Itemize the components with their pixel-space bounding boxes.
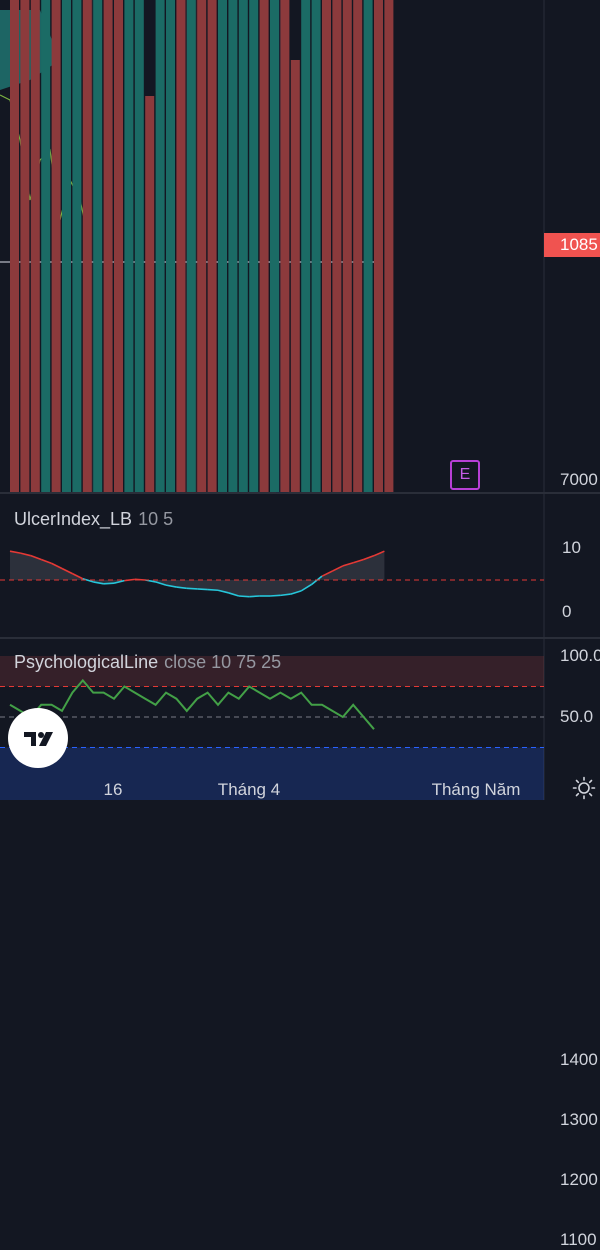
tradingview-logo-icon[interactable] (8, 708, 68, 768)
volume-bar (155, 0, 165, 492)
ulcer-line-segment (93, 581, 104, 585)
volume-bar (62, 0, 71, 492)
volume-bar (176, 0, 186, 492)
volume-bar (363, 0, 373, 492)
volume-bar (93, 0, 103, 492)
volume-bar (228, 0, 238, 492)
x-axis-label: Tháng 4 (217, 780, 281, 799)
volume-bar (10, 0, 19, 492)
volume-bar (280, 0, 290, 492)
volume-bar (82, 0, 92, 492)
x-axis-label: Tháng Năm (431, 780, 521, 799)
settings-sun-icon[interactable] (572, 776, 596, 800)
volume-bar (145, 96, 155, 492)
volume-bar (374, 0, 383, 492)
volume-bar (20, 0, 30, 492)
ulcer-line-segment (9, 550, 21, 554)
psl-line (9, 678, 375, 730)
ulcer-line-segment (113, 579, 125, 584)
volume-tick-label: 7000 (560, 470, 598, 489)
ulcer-line-segment (300, 583, 313, 592)
ulcer-line-segment (373, 550, 385, 557)
psychological-line-name: PsychologicalLine (14, 652, 159, 672)
ulcer-index-label[interactable]: UlcerIndex_LB 10 5 (14, 509, 173, 530)
volume-bar (134, 0, 144, 492)
volume-bar (270, 0, 279, 492)
volume-bar (332, 0, 342, 492)
ichimoku-cloud-top (0, 10, 60, 90)
ulcer-area (10, 551, 385, 597)
volume-bar (114, 0, 123, 492)
ulcer-line-segment (186, 587, 198, 590)
volume-bar (353, 0, 363, 492)
last-price-badge: 1085 (544, 233, 600, 257)
volume-bar (342, 0, 352, 492)
volume-bar (290, 60, 300, 492)
volume-bar (30, 0, 40, 492)
volume-bar (301, 0, 311, 492)
volume-bar (197, 0, 207, 492)
ulcer-line-segment (352, 558, 364, 564)
volume-bar (41, 0, 51, 492)
ulcer-line-segment (363, 554, 375, 561)
ulcer-line-segment (165, 584, 177, 588)
ulcer-line-segment (61, 567, 73, 575)
price-tick-label: 1400 (560, 1050, 598, 1069)
ulcer-index-name: UlcerIndex_LB (14, 509, 133, 529)
ulcer-line-segment (332, 565, 344, 572)
volume-bar (103, 0, 113, 492)
price-tick-label: 1100 (560, 1230, 597, 1249)
volume-bar (207, 0, 217, 492)
ulcer-line-segment (176, 586, 187, 590)
volume-bar (72, 0, 82, 492)
ulcer-index-params: 10 5 (138, 509, 174, 529)
earnings-marker[interactable]: E (450, 460, 480, 490)
ulcer-line-segment (207, 588, 219, 592)
psychological-line-label[interactable]: PsychologicalLine close 10 75 25 (14, 652, 281, 673)
volume-bar (322, 0, 331, 492)
ulcer-tick-label: 0 (562, 602, 572, 621)
psl-tick-label: 100.0 (560, 646, 600, 665)
psychological-line-params: close 10 75 25 (164, 652, 282, 672)
price-tick-label: 1300 (560, 1110, 598, 1129)
volume-bar (238, 0, 248, 492)
volume-bar (51, 0, 61, 492)
ulcer-line-segment (20, 552, 31, 557)
volume-bar (384, 0, 394, 492)
ulcer-line-segment (269, 594, 281, 597)
ulcer-line-segment (238, 595, 250, 598)
volume-bar (166, 0, 175, 492)
volume-bar (259, 0, 269, 492)
volume-bar (186, 0, 196, 492)
psl-upper-zone (0, 656, 544, 687)
ulcer-line-segment (342, 561, 354, 567)
ulcer-line-segment (280, 593, 291, 597)
ulcer-line-segment (30, 554, 42, 561)
ulcer-line-segment (249, 595, 260, 598)
ulcer-line-segment (72, 572, 84, 580)
ulcer-line-segment (40, 558, 52, 565)
ulcer-line-segment (228, 592, 240, 597)
x-axis-label: 16 (103, 780, 123, 799)
volume-bar (249, 0, 259, 492)
ulcer-line-segment (217, 589, 229, 594)
volume-bar (218, 0, 227, 492)
ulcer-line-segment (197, 588, 208, 591)
volume-bar (124, 0, 134, 492)
ulcer-line-segment (103, 582, 115, 585)
ulcer-line-segment (290, 590, 302, 595)
ulcer-line-segment (321, 570, 333, 577)
ulcer-line-segment (82, 577, 94, 583)
price-tick-label: 1200 (560, 1170, 598, 1189)
psl-lower-zone (0, 747, 544, 800)
ulcer-line-segment (155, 581, 167, 586)
volume-bar (311, 0, 321, 492)
ulcer-line-segment (51, 562, 63, 570)
ulcer-tick-label: 10 (562, 538, 581, 557)
psl-tick-label: 50.0 (560, 707, 594, 726)
